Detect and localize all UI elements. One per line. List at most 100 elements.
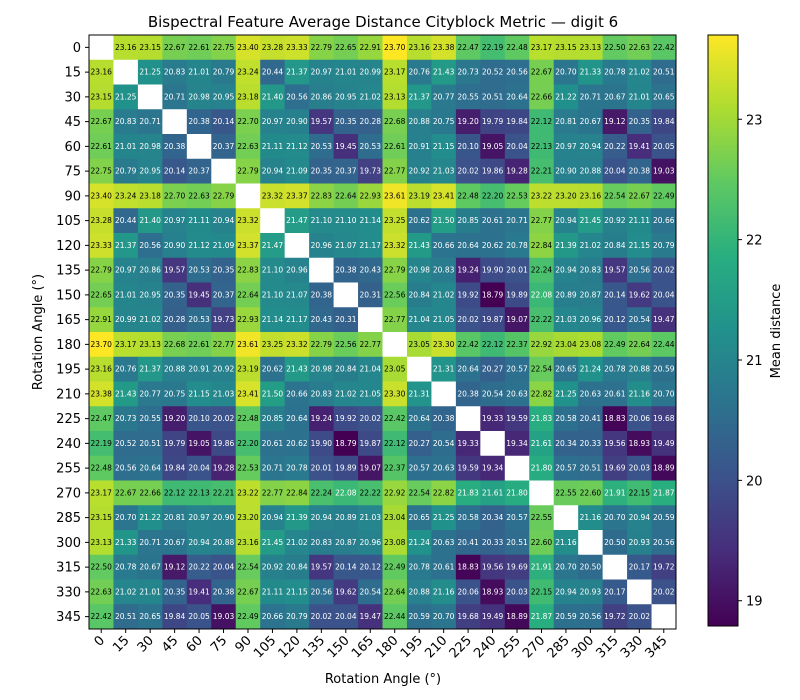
heatmap-cell-label: 20.59 [555, 612, 577, 621]
heatmap-cell-label: 21.22 [139, 513, 161, 522]
heatmap-cell-label: 22.12 [482, 340, 504, 349]
heatmap-cell [260, 381, 286, 407]
heatmap-cell [455, 109, 481, 135]
heatmap-cell [211, 530, 237, 556]
heatmap-cell [627, 257, 653, 283]
heatmap-cell-label: 19.47 [653, 315, 675, 324]
heatmap-cell [578, 554, 604, 580]
heatmap-cell [602, 158, 628, 184]
heatmap-cell-label: 20.63 [433, 538, 455, 547]
heatmap-cell [578, 356, 604, 382]
heatmap-cell [406, 505, 432, 531]
heatmap-cell-label: 20.91 [408, 142, 430, 151]
heatmap-cell [480, 134, 506, 160]
heatmap-cell [89, 604, 114, 630]
heatmap-cell [406, 579, 432, 605]
y-tick-label: 195 [56, 363, 81, 378]
heatmap-cell-label: 22.50 [604, 43, 626, 52]
heatmap-cell-label: 19.69 [506, 563, 528, 572]
heatmap-cell [578, 134, 604, 160]
heatmap-cell-label: 20.66 [262, 612, 284, 621]
heatmap-cell-label: 18.79 [335, 439, 357, 448]
heatmap-cell-label: 22.91 [90, 315, 112, 324]
heatmap-cell-label: 22.79 [90, 266, 112, 275]
heatmap-cell-label: 22.93 [360, 191, 382, 200]
heatmap-cell [358, 356, 383, 382]
heatmap-cell-label: 23.16 [115, 43, 137, 52]
heatmap-cell [333, 604, 359, 630]
heatmap-cell-label: 22.54 [531, 365, 553, 374]
heatmap-cell-label: 20.06 [457, 587, 479, 596]
heatmap-cell-label: 20.64 [457, 365, 479, 374]
heatmap-cell [504, 208, 530, 234]
heatmap-cell-label: 20.34 [555, 439, 577, 448]
heatmap-cell-label: 20.96 [580, 315, 602, 324]
heatmap-cell-label: 20.63 [506, 389, 528, 398]
heatmap-cell-label: 21.01 [629, 92, 651, 101]
heatmap-cell [137, 307, 163, 333]
heatmap-cell [553, 84, 579, 110]
y-tick-label: 180 [56, 338, 81, 353]
heatmap-cell [333, 579, 359, 605]
heatmap-cell [406, 530, 432, 556]
chart-title: Bispectral Feature Average Distance City… [148, 13, 618, 31]
heatmap-cell [113, 109, 139, 135]
heatmap-cell-label: 20.90 [164, 241, 186, 250]
heatmap-cell [382, 554, 408, 580]
heatmap-cell-label: 20.66 [433, 241, 455, 250]
heatmap-cell [137, 332, 163, 358]
heatmap-cell [162, 282, 188, 308]
heatmap-cell [186, 158, 212, 184]
heatmap-cell-label: 22.24 [311, 488, 333, 497]
heatmap-cell-label: 20.71 [262, 464, 284, 473]
heatmap-cell [431, 282, 457, 308]
heatmap-cell [235, 455, 261, 481]
heatmap-cell-label: 19.86 [482, 167, 504, 176]
heatmap-cell-label: 21.10 [311, 216, 333, 225]
heatmap-cell-label: 21.83 [531, 414, 553, 423]
x-tick-label: 75 [208, 633, 230, 655]
heatmap-cell [358, 282, 383, 308]
plot-frame [88, 34, 677, 630]
heatmap-cell [235, 554, 261, 580]
heatmap-cell [333, 233, 359, 259]
heatmap-cell-label: 21.39 [555, 241, 577, 250]
heatmap-cell [211, 282, 237, 308]
heatmap-cell [431, 134, 457, 160]
heatmap-cell-label: 20.38 [335, 266, 357, 275]
heatmap-cell [480, 332, 506, 358]
heatmap-cell-label: 22.21 [531, 167, 553, 176]
heatmap-cell [480, 84, 506, 110]
heatmap-cell [382, 233, 408, 259]
heatmap-cell-label: 18.89 [506, 612, 528, 621]
heatmap-cell [553, 59, 579, 85]
heatmap-cell-label: 22.79 [311, 43, 333, 52]
heatmap-cell-label: 19.72 [653, 563, 675, 572]
heatmap-cell [284, 455, 310, 481]
heatmap-cell [382, 431, 408, 457]
heatmap-cell-label: 20.02 [653, 587, 675, 596]
colorbar-tick-label: 21 [746, 354, 763, 369]
heatmap-cell-label: 20.38 [433, 414, 455, 423]
heatmap-cell [235, 109, 261, 135]
heatmap-cell [235, 332, 261, 358]
heatmap-cell-label: 20.04 [213, 563, 235, 572]
heatmap-cell [504, 356, 530, 382]
heatmap-cell-label: 21.16 [629, 389, 651, 398]
heatmap-cell [137, 431, 163, 457]
heatmap-cell-label: 23.16 [90, 365, 112, 374]
heatmap-cell [529, 183, 555, 209]
heatmap-cell-label: 20.06 [629, 414, 651, 423]
heatmap-cell-empty [651, 604, 677, 630]
heatmap-cell [504, 381, 530, 407]
heatmap-cell [627, 208, 653, 234]
heatmap-cell [358, 109, 383, 135]
heatmap-cell-label: 22.77 [384, 167, 406, 176]
heatmap-cell-label: 20.56 [506, 68, 528, 77]
heatmap-cell-label: 20.78 [286, 464, 308, 473]
heatmap-cell-label: 23.32 [237, 216, 259, 225]
heatmap-cell [358, 480, 383, 506]
heatmap-cell-label: 22.82 [531, 389, 553, 398]
heatmap-cell-label: 19.69 [604, 464, 626, 473]
heatmap-cell-empty [406, 356, 432, 382]
